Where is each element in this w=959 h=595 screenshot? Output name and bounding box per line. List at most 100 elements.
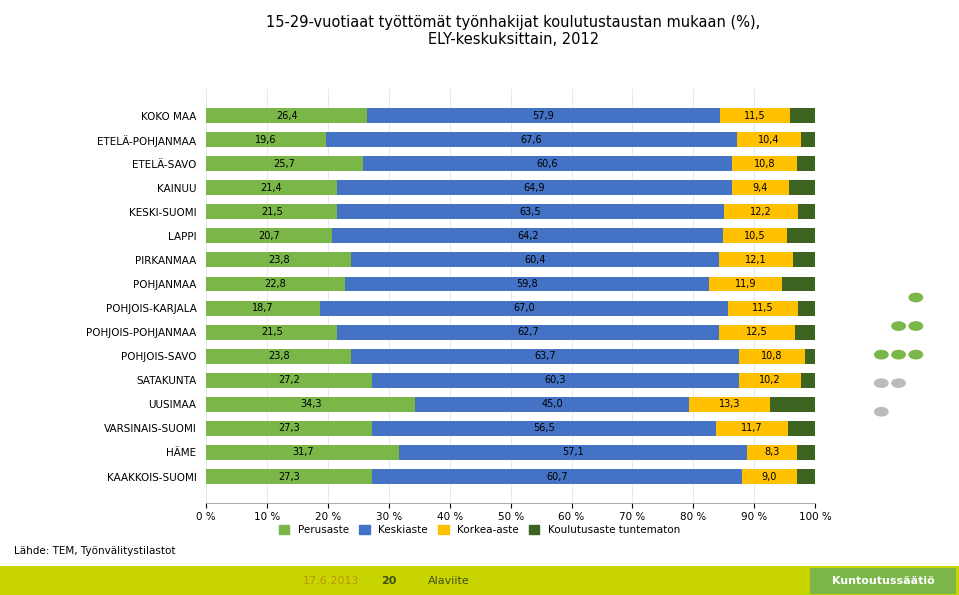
Text: 20,7: 20,7: [258, 231, 280, 241]
Bar: [206, 469, 372, 484]
Text: 60,6: 60,6: [536, 159, 558, 168]
Bar: [793, 252, 815, 267]
Bar: [719, 252, 793, 267]
Text: 27,2: 27,2: [278, 375, 300, 385]
Bar: [206, 349, 351, 364]
Bar: [801, 132, 815, 147]
Text: 67,6: 67,6: [521, 134, 542, 145]
Text: 10,5: 10,5: [744, 231, 766, 241]
Text: Kuntoutussäätiö: Kuntoutussäätiö: [831, 576, 935, 585]
Bar: [372, 469, 742, 484]
Text: 23,8: 23,8: [268, 255, 290, 265]
Text: 10,2: 10,2: [760, 375, 781, 385]
Bar: [206, 180, 337, 195]
Text: 67,0: 67,0: [513, 303, 535, 313]
Bar: [798, 156, 815, 171]
Text: 62,7: 62,7: [517, 327, 539, 337]
Bar: [363, 156, 732, 171]
Bar: [797, 469, 815, 484]
Text: 10,4: 10,4: [759, 134, 780, 145]
Text: 17.6.2013: 17.6.2013: [303, 576, 359, 585]
Bar: [320, 300, 728, 315]
Bar: [710, 277, 782, 292]
Text: 26,4: 26,4: [276, 111, 297, 121]
Text: 13,3: 13,3: [719, 399, 740, 409]
Bar: [206, 252, 351, 267]
Legend: Perusaste, Keskiaste, Korkea-aste, Koulutusaste tuntematon: Perusaste, Keskiaste, Korkea-aste, Koulu…: [275, 521, 684, 539]
Text: 23,8: 23,8: [268, 351, 290, 361]
Bar: [415, 397, 690, 412]
Text: 57,9: 57,9: [532, 111, 554, 121]
Text: 56,5: 56,5: [533, 424, 555, 433]
Text: 60,7: 60,7: [547, 471, 568, 481]
Bar: [372, 373, 739, 388]
Bar: [719, 108, 789, 123]
Text: 21,4: 21,4: [261, 183, 282, 193]
Bar: [206, 204, 338, 219]
Text: 12,5: 12,5: [746, 327, 768, 337]
Text: Lähde: TEM, Työnvälitystilastot: Lähde: TEM, Työnvälitystilastot: [14, 546, 175, 556]
Text: 11,5: 11,5: [752, 303, 774, 313]
Bar: [206, 325, 338, 340]
Bar: [325, 132, 737, 147]
Text: 27,3: 27,3: [278, 424, 300, 433]
Text: 11,7: 11,7: [741, 424, 763, 433]
Bar: [338, 325, 719, 340]
Text: 9,0: 9,0: [761, 471, 777, 481]
Text: 64,9: 64,9: [524, 183, 545, 193]
Text: 22,8: 22,8: [265, 279, 287, 289]
Text: 12,1: 12,1: [745, 255, 766, 265]
Text: 64,2: 64,2: [517, 231, 539, 241]
Text: 19,6: 19,6: [255, 134, 276, 145]
Text: 45,0: 45,0: [541, 399, 563, 409]
Bar: [206, 300, 320, 315]
Bar: [789, 108, 815, 123]
Bar: [399, 445, 747, 460]
Bar: [739, 373, 801, 388]
Bar: [739, 349, 805, 364]
Text: 60,3: 60,3: [545, 375, 566, 385]
Text: 11,5: 11,5: [744, 111, 765, 121]
Bar: [372, 421, 716, 436]
Bar: [206, 445, 399, 460]
Bar: [716, 421, 787, 436]
Bar: [332, 228, 723, 243]
Text: 60,4: 60,4: [525, 255, 546, 265]
Bar: [728, 300, 798, 315]
Bar: [789, 180, 815, 195]
Bar: [742, 469, 797, 484]
Text: 25,7: 25,7: [273, 159, 295, 168]
Bar: [351, 252, 719, 267]
Bar: [787, 421, 815, 436]
Bar: [367, 108, 719, 123]
Text: 10,8: 10,8: [754, 159, 776, 168]
Text: 63,7: 63,7: [534, 351, 556, 361]
Text: 9,4: 9,4: [753, 183, 768, 193]
Text: 63,5: 63,5: [520, 207, 541, 217]
Bar: [787, 228, 815, 243]
Bar: [747, 445, 798, 460]
Text: 10,8: 10,8: [761, 351, 783, 361]
Text: 27,3: 27,3: [278, 471, 300, 481]
Text: 31,7: 31,7: [292, 447, 314, 458]
Bar: [798, 204, 815, 219]
Text: 57,1: 57,1: [562, 447, 584, 458]
Bar: [795, 325, 815, 340]
Text: 21,5: 21,5: [261, 207, 283, 217]
Text: 15-29-vuotiaat työttömät työnhakijat koulutustaustan mukaan (%),
ELY-keskuksitta: 15-29-vuotiaat työttömät työnhakijat kou…: [266, 15, 760, 47]
Text: 18,7: 18,7: [252, 303, 274, 313]
Bar: [206, 277, 345, 292]
Text: 20: 20: [381, 576, 396, 585]
Bar: [798, 300, 815, 315]
Text: 8,3: 8,3: [764, 447, 780, 458]
Bar: [338, 204, 724, 219]
Text: 11,9: 11,9: [735, 279, 757, 289]
Bar: [737, 132, 801, 147]
Bar: [206, 108, 367, 123]
FancyBboxPatch shape: [810, 568, 956, 594]
Bar: [732, 180, 789, 195]
Bar: [690, 397, 770, 412]
Bar: [719, 325, 795, 340]
Bar: [206, 397, 415, 412]
Bar: [805, 349, 815, 364]
